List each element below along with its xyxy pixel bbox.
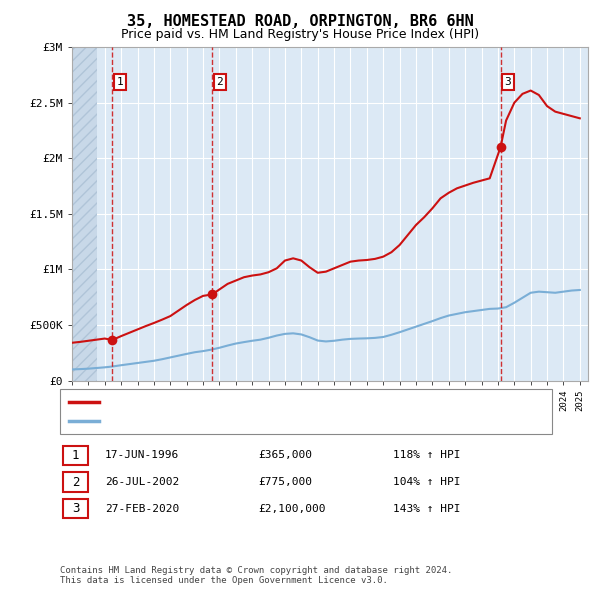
Text: 3: 3 xyxy=(505,77,511,87)
Text: 2: 2 xyxy=(217,77,223,87)
Text: £2,100,000: £2,100,000 xyxy=(258,504,326,513)
Text: 1: 1 xyxy=(116,77,123,87)
Text: 35, HOMESTEAD ROAD, ORPINGTON, BR6 6HN (detached house): 35, HOMESTEAD ROAD, ORPINGTON, BR6 6HN (… xyxy=(105,397,449,407)
Text: 1: 1 xyxy=(72,449,79,462)
Text: 2: 2 xyxy=(72,476,79,489)
Text: Contains HM Land Registry data © Crown copyright and database right 2024.
This d: Contains HM Land Registry data © Crown c… xyxy=(60,566,452,585)
Text: 3: 3 xyxy=(72,502,79,515)
Text: 35, HOMESTEAD ROAD, ORPINGTON, BR6 6HN: 35, HOMESTEAD ROAD, ORPINGTON, BR6 6HN xyxy=(127,14,473,30)
Text: 143% ↑ HPI: 143% ↑ HPI xyxy=(393,504,461,513)
Text: 17-JUN-1996: 17-JUN-1996 xyxy=(105,451,179,460)
Text: £365,000: £365,000 xyxy=(258,451,312,460)
Text: 104% ↑ HPI: 104% ↑ HPI xyxy=(393,477,461,487)
Text: £775,000: £775,000 xyxy=(258,477,312,487)
Bar xyxy=(72,47,97,381)
Text: Price paid vs. HM Land Registry's House Price Index (HPI): Price paid vs. HM Land Registry's House … xyxy=(121,28,479,41)
Text: HPI: Average price, detached house, Bromley: HPI: Average price, detached house, Brom… xyxy=(105,417,374,426)
Text: 27-FEB-2020: 27-FEB-2020 xyxy=(105,504,179,513)
Text: 118% ↑ HPI: 118% ↑ HPI xyxy=(393,451,461,460)
Text: 26-JUL-2002: 26-JUL-2002 xyxy=(105,477,179,487)
